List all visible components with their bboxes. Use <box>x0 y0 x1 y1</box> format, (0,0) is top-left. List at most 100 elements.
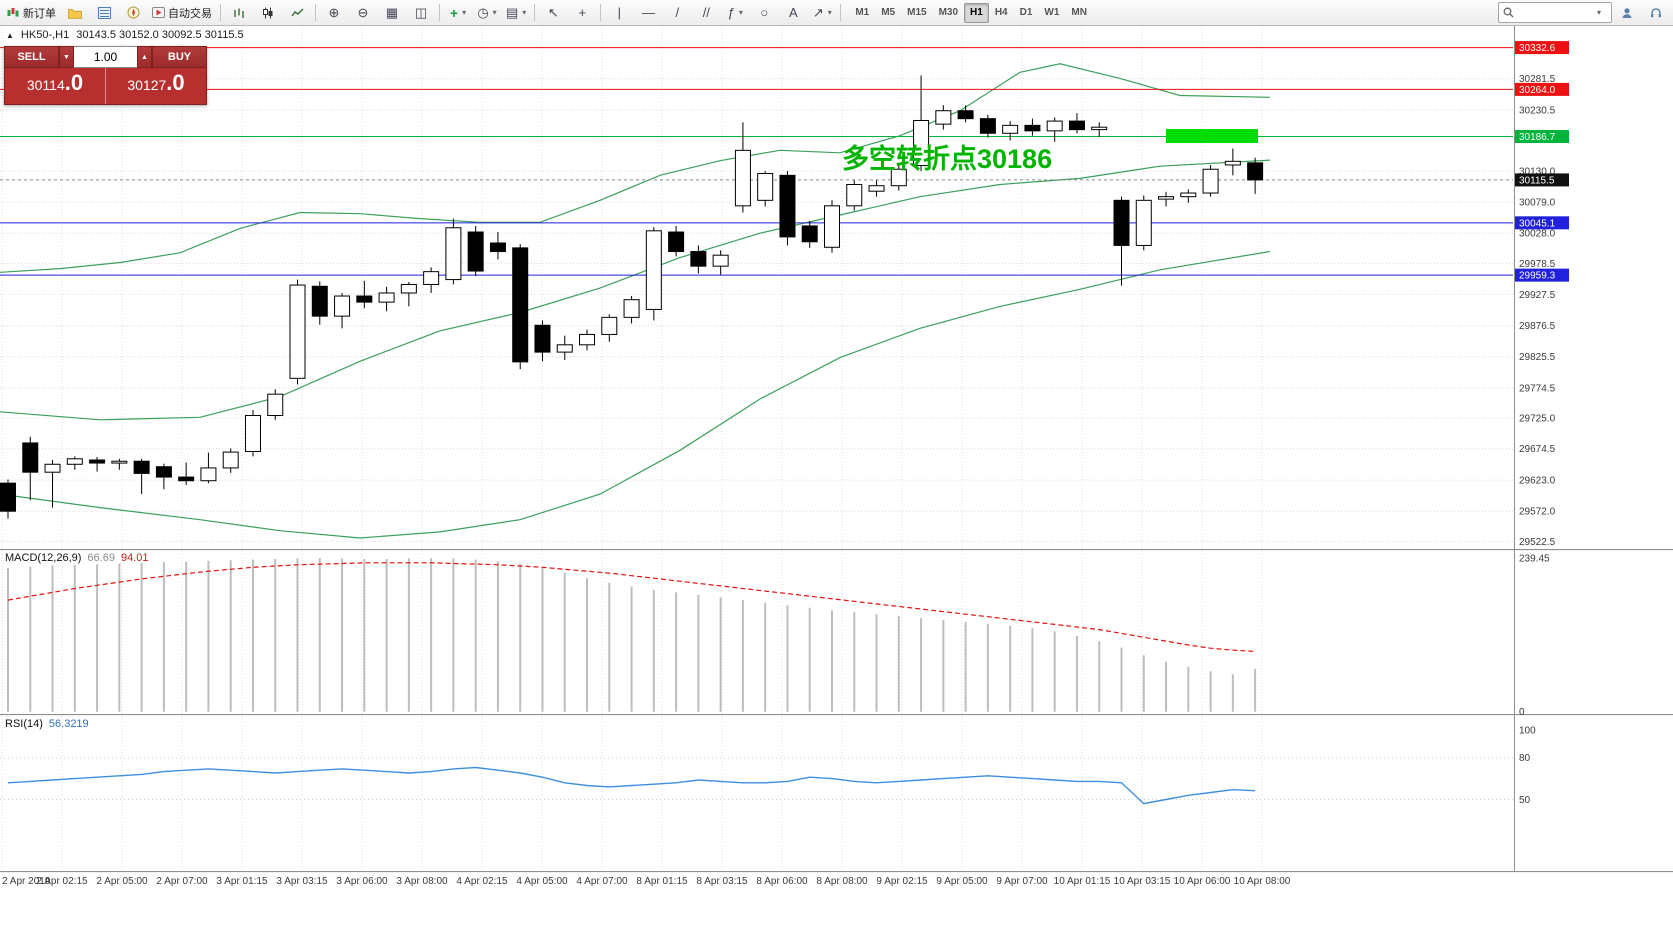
time-axis-label: 3 Apr 03:15 <box>276 876 328 887</box>
market-watch-icon <box>97 6 111 19</box>
trendline-button[interactable]: / <box>663 1 691 25</box>
bear-candle <box>155 466 172 478</box>
text-icon: A <box>788 5 798 20</box>
indicators-button[interactable]: + ▾ <box>444 1 472 25</box>
bull-candle <box>423 271 440 285</box>
macd-main-value: 66.69 <box>87 552 115 564</box>
chart-header: ▲ HK50-,H1 30143.5 30152.0 30092.5 30115… <box>6 29 244 41</box>
bear-candle <box>1068 120 1085 131</box>
time-axis-label: 9 Apr 02:15 <box>876 876 928 887</box>
line-chart-button[interactable] <box>283 1 311 25</box>
timeframe-m30[interactable]: M30 <box>933 3 964 23</box>
support-button[interactable] <box>1642 1 1670 25</box>
search-input[interactable] <box>1517 5 1593 20</box>
navigator-icon <box>127 6 140 19</box>
bull-candle <box>44 463 61 473</box>
one-click-collapse-button[interactable]: ▲ <box>6 30 14 40</box>
tile-windows-button[interactable]: ◫ <box>407 1 435 25</box>
bear-candle <box>668 231 685 253</box>
volume-input[interactable] <box>74 46 137 68</box>
buy-button[interactable]: BUY <box>152 46 207 68</box>
community-button[interactable] <box>1613 1 1641 25</box>
level-price-flag <box>1515 41 1569 55</box>
volume-up-button[interactable]: ▲ <box>137 46 152 68</box>
profiles-button[interactable] <box>61 1 89 25</box>
volume-down-button[interactable]: ▼ <box>59 46 74 68</box>
candle-chart-button[interactable] <box>254 1 282 25</box>
trendline-icon: / <box>675 5 680 20</box>
time-axis-label: 10 Apr 06:00 <box>1174 876 1231 887</box>
price-axis-label: 30281.5 <box>1519 74 1556 85</box>
periods-button[interactable]: ◷ ▾ <box>473 1 501 25</box>
cursor-button[interactable]: ↖ <box>539 1 567 25</box>
symbol-search-box[interactable]: ▾ <box>1498 2 1612 23</box>
price-axis-label: 30028.0 <box>1519 229 1556 240</box>
sell-button[interactable]: SELL <box>4 46 59 68</box>
timeframe-mn[interactable]: MN <box>1065 3 1093 23</box>
bull-candle <box>445 227 462 281</box>
new-order-button[interactable]: 新订单 <box>3 1 60 25</box>
timeframe-m1[interactable]: M1 <box>849 3 875 23</box>
autotrading-button[interactable]: 自动交易 <box>148 1 216 25</box>
timeframe-m5[interactable]: M5 <box>875 3 901 23</box>
bull-candle <box>334 295 351 317</box>
timeframe-h4[interactable]: H4 <box>989 3 1014 23</box>
candle-chart-icon <box>262 7 274 19</box>
one-click-prices: 30114.0 30127.0 <box>4 68 207 105</box>
level-price-flag <box>1515 268 1569 282</box>
bear-candle <box>0 482 16 512</box>
rsi-name: RSI(14) <box>5 718 43 730</box>
price-axis-label: 29927.5 <box>1519 290 1556 301</box>
time-axis-label: 2 Apr 05:00 <box>96 876 148 887</box>
bear-candle <box>690 251 707 267</box>
bull-candle <box>1224 160 1241 166</box>
templates-button[interactable]: ▤ ▾ <box>502 1 530 25</box>
arrows-button[interactable]: ↗ ▾ <box>808 1 836 25</box>
bull-candle <box>579 333 596 346</box>
bull-candle <box>1046 120 1063 132</box>
sell-price-int: 30114 <box>26 77 65 93</box>
market-watch-button[interactable] <box>90 1 118 25</box>
timeframe-h1[interactable]: H1 <box>964 2 989 23</box>
vertical-line-button[interactable]: | <box>605 1 633 25</box>
zoom-out-button[interactable]: ⊖ <box>349 1 377 25</box>
horizontal-line-button[interactable]: — <box>634 1 662 25</box>
shapes-button[interactable]: ○ <box>750 1 778 25</box>
timeframe-m15[interactable]: M15 <box>901 3 932 23</box>
zoom-in-button[interactable]: ⊕ <box>320 1 348 25</box>
sell-price[interactable]: 30114.0 <box>5 68 106 104</box>
navigator-button[interactable] <box>119 1 147 25</box>
bull-candle <box>289 284 306 379</box>
level-price-flag <box>1515 130 1569 144</box>
turning-point-annotation[interactable]: 多空转折点30186 <box>842 143 1052 174</box>
bull-candle <box>1180 192 1197 198</box>
bar-chart-button[interactable] <box>225 1 253 25</box>
bull-candle <box>823 205 840 248</box>
crosshair-button[interactable]: + <box>568 1 596 25</box>
toolbar-separator <box>315 4 316 21</box>
main-toolbar: 新订单 自动交易 ⊕ ⊖ ▦ ◫ <box>0 0 1673 26</box>
timeframe-d1[interactable]: D1 <box>1014 3 1039 23</box>
new-order-icon <box>7 6 20 19</box>
bull-candle <box>846 183 863 207</box>
chevron-down-icon: ▾ <box>827 8 832 17</box>
buy-price[interactable]: 30127.0 <box>106 68 206 104</box>
level-price-label: 30264.0 <box>1519 85 1556 96</box>
bull-candle <box>890 168 907 187</box>
time-axis-label: 10 Apr 01:15 <box>1054 876 1111 887</box>
highlight-rectangle[interactable] <box>1166 129 1258 144</box>
time-axis-label: 8 Apr 06:00 <box>756 876 808 887</box>
text-label-button[interactable]: A <box>779 1 807 25</box>
current-price-flag <box>1515 173 1569 187</box>
bear-candle <box>89 459 106 464</box>
fibonacci-button[interactable]: ƒ ▾ <box>721 1 749 25</box>
channel-button[interactable]: // <box>692 1 720 25</box>
bollinger-middle-band <box>0 159 1271 421</box>
timeframe-w1[interactable]: W1 <box>1038 3 1065 23</box>
level-price-label: 30186.7 <box>1519 132 1556 143</box>
fibonacci-icon: ƒ <box>727 5 735 20</box>
grid-toggle-button[interactable]: ▦ <box>378 1 406 25</box>
bull-candle <box>111 460 128 464</box>
price-axis-label: 29825.5 <box>1519 352 1556 363</box>
